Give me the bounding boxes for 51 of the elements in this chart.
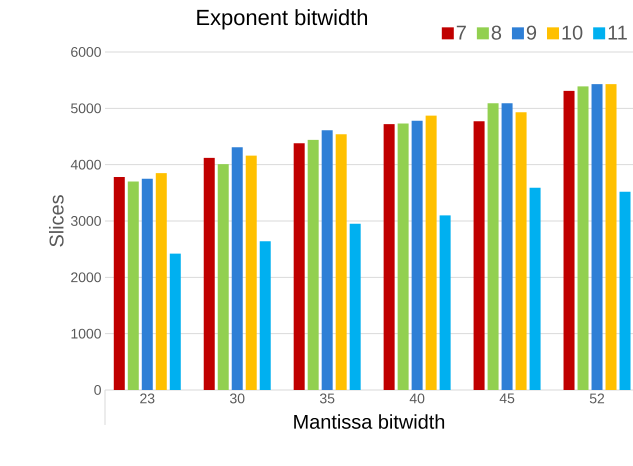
bar	[412, 120, 423, 390]
bar	[578, 86, 589, 390]
bar	[294, 143, 305, 390]
x-tick-label: 45	[500, 394, 514, 404]
x-tick-label: 23	[140, 393, 154, 404]
bar	[128, 182, 139, 390]
bar	[502, 103, 513, 390]
x-axis-title: Mantissa bitwidth	[294, 414, 444, 429]
bar	[260, 241, 271, 390]
bar	[426, 116, 437, 390]
bar	[474, 121, 485, 390]
x-tick-label: 35	[320, 393, 334, 404]
bar	[488, 103, 499, 390]
bar	[440, 215, 451, 390]
bar	[218, 164, 229, 390]
bar	[232, 147, 243, 390]
bar	[156, 173, 167, 390]
bar	[516, 112, 527, 390]
x-tick-label: 30	[230, 393, 244, 404]
bar	[114, 177, 125, 390]
bar	[336, 134, 347, 390]
y-tick-label: 3000	[70, 216, 101, 226]
legend-label: 8	[492, 26, 502, 40]
y-tick-label: 6000	[71, 47, 101, 57]
bar	[204, 158, 215, 390]
bar	[398, 124, 409, 390]
legend-label: 7	[456, 26, 466, 40]
bar	[564, 90, 575, 390]
bar	[384, 124, 395, 390]
bar	[142, 178, 153, 390]
bar	[530, 188, 541, 390]
bar	[620, 192, 631, 390]
legend-label: 10	[562, 26, 582, 40]
legend-label: 9	[526, 26, 536, 40]
bar	[170, 254, 181, 390]
bar	[592, 84, 603, 390]
bar	[350, 224, 361, 390]
bar	[606, 84, 617, 390]
y-axis-title: Slices	[48, 195, 64, 247]
y-tick-label: 4000	[70, 160, 101, 170]
x-tick-label: 40	[410, 393, 424, 404]
bar	[322, 130, 333, 390]
y-tick-label: 5000	[71, 103, 101, 114]
x-tick-label: 52	[590, 393, 604, 404]
y-tick-label: 0	[94, 385, 101, 395]
legend-title: Exponent bitwidth	[197, 9, 368, 30]
bar	[308, 140, 319, 390]
y-tick-label: 1000	[72, 328, 101, 339]
legend-label: 11	[608, 26, 627, 40]
y-tick-label: 2000	[71, 272, 101, 282]
bar	[246, 156, 257, 390]
